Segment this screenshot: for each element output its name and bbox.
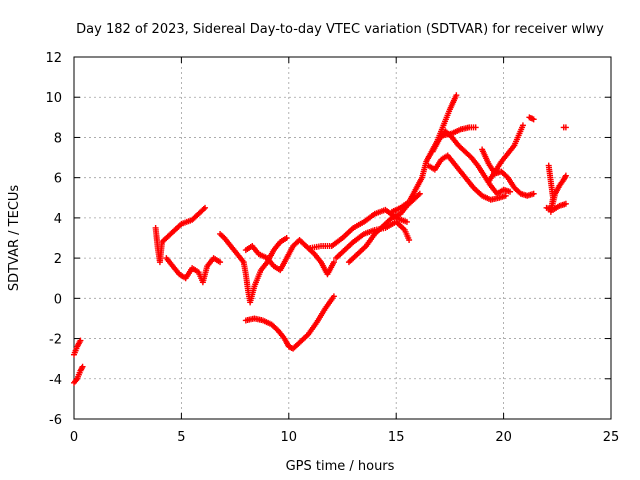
data-series-trace-2 [71, 363, 86, 386]
data-point [416, 190, 423, 197]
data-point [202, 204, 209, 211]
data-series-trace-3 [152, 204, 209, 266]
data-series-trace-17 [526, 114, 537, 123]
data-point [403, 218, 410, 225]
data-point [530, 190, 537, 197]
x-axis-label: GPS time / hours [286, 459, 395, 474]
data-point [502, 192, 509, 199]
data-point [562, 200, 569, 207]
data-point [330, 293, 337, 300]
data-point [562, 124, 569, 131]
x-tick-label: 5 [177, 430, 185, 445]
data-point [530, 116, 537, 123]
data-point [519, 122, 526, 129]
data-series-trace-16 [485, 122, 526, 185]
y-tick-label: 4 [54, 212, 62, 227]
data-point [200, 206, 207, 213]
data-point [217, 259, 224, 266]
x-tick-label: 25 [603, 430, 620, 445]
x-tick-label: 10 [281, 430, 298, 445]
y-tick-label: 8 [54, 131, 62, 146]
data-series-trace-6 [242, 237, 337, 278]
data-series-trace-13 [429, 128, 514, 197]
data-series-trace-10 [345, 190, 423, 266]
data-series-trace-5 [217, 230, 290, 306]
x-tick-label: 15 [388, 430, 405, 445]
data-series-trace-12 [425, 152, 509, 203]
data-series-trace-1 [71, 337, 84, 358]
data-point [507, 188, 514, 195]
data-point [415, 191, 422, 198]
x-tick-label: 0 [70, 430, 78, 445]
data-series-trace-20 [560, 124, 569, 131]
data-series-trace-7 [242, 293, 337, 352]
data-points [71, 92, 569, 386]
data-series-trace-8 [307, 206, 410, 252]
y-tick-label: -2 [49, 333, 62, 348]
y-axis-label: SDTVAR / TECUs [7, 185, 22, 292]
grid-lines [74, 57, 611, 419]
data-point [283, 235, 290, 241]
data-point [77, 337, 84, 344]
axis-ticks: 0 5 10 15 20 25 -6 -4 -2 0 2 4 6 8 10 12 [45, 51, 619, 445]
data-point [79, 363, 86, 370]
data-series-trace-19 [543, 200, 569, 213]
data-series-trace-11 [388, 92, 460, 215]
y-tick-label: -6 [49, 413, 62, 428]
y-tick-label: 2 [54, 252, 62, 267]
data-point [562, 172, 569, 179]
data-point [453, 92, 460, 99]
y-tick-label: 0 [54, 292, 62, 307]
y-tick-label: 10 [45, 91, 62, 106]
plot-frame [73, 56, 612, 420]
chart-title: Day 182 of 2023, Sidereal Day-to-day VTE… [76, 22, 604, 37]
data-point [406, 237, 413, 244]
y-tick-label: 6 [54, 172, 62, 187]
data-series-trace-14 [440, 124, 479, 139]
y-tick-label: -4 [49, 373, 62, 388]
data-series-trace-4 [163, 255, 224, 286]
data-point [472, 124, 479, 131]
data-point [330, 259, 337, 266]
x-tick-label: 20 [495, 430, 512, 445]
y-tick-label: 12 [45, 51, 62, 66]
